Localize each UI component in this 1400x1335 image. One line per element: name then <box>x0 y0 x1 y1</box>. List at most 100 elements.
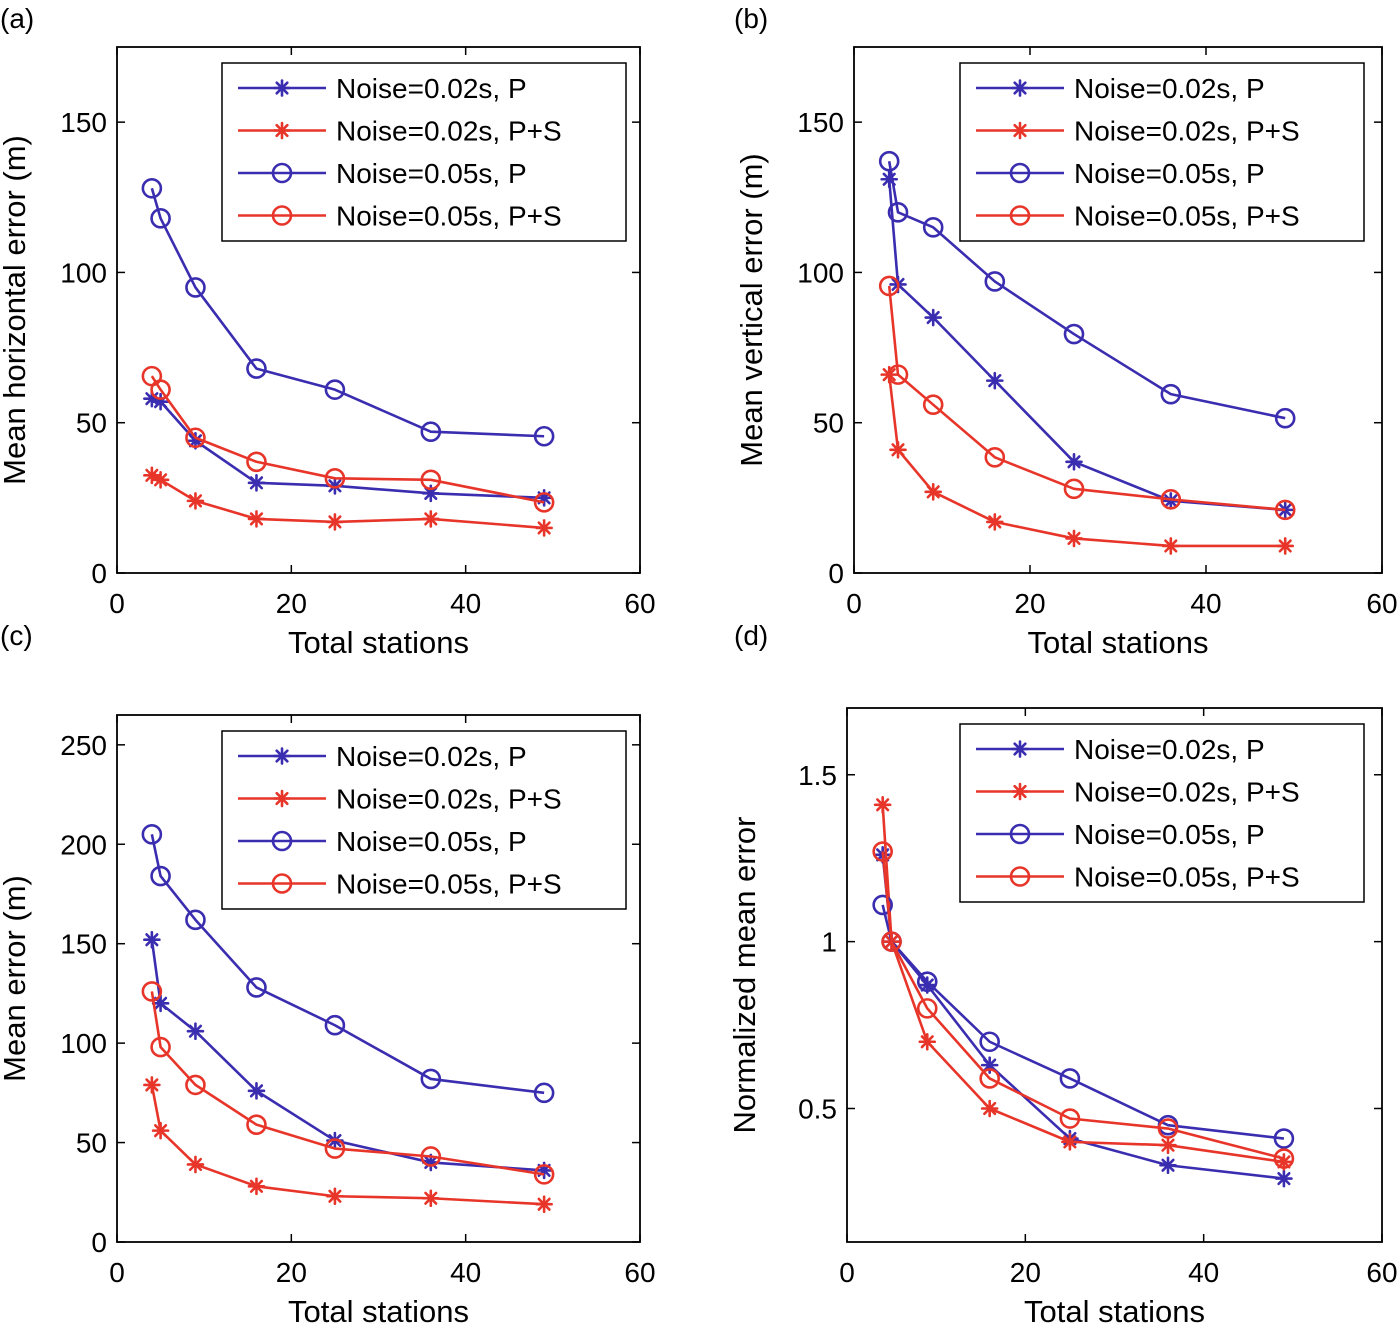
chart-panel: (d) 0 20 40 60 0.5 1 1.5 Total stations Normalize… <box>727 620 1398 1329</box>
data-point <box>141 177 163 199</box>
legend-entry: Noise=0.05s, P <box>238 826 527 857</box>
data-point <box>1273 1128 1295 1149</box>
data-point <box>535 1195 553 1214</box>
panel-label: (c) <box>0 620 33 651</box>
data-point <box>247 1082 266 1100</box>
legend-label: Noise=0.05s, P+S <box>336 869 562 900</box>
data-point <box>421 484 440 503</box>
y-axis-label: Normalized mean error <box>727 817 762 1134</box>
legend-marker <box>271 873 293 894</box>
data-point <box>979 1068 1000 1089</box>
legend-entry: Noise=0.02s, P <box>238 741 527 772</box>
data-point <box>324 468 346 489</box>
data-point <box>1274 407 1296 429</box>
data-point <box>878 275 900 297</box>
chart-panel: (c) 0 20 40 60 0 50 100 150 200 250 Total stations M… <box>0 620 656 1329</box>
y-tick-label: 100 <box>60 1028 107 1059</box>
legend-label: Noise=0.02s, P+S <box>336 116 562 147</box>
panel-label: (d) <box>734 620 768 651</box>
data-point <box>151 994 170 1013</box>
data-point <box>1063 323 1085 345</box>
data-point <box>922 217 944 238</box>
data-point <box>1274 499 1296 521</box>
data-point <box>1065 529 1083 548</box>
series-line <box>150 834 545 1095</box>
data-point <box>985 371 1004 390</box>
legend-label: Noise=0.05s, P+S <box>1074 201 1300 232</box>
legend-entry: Noise=0.05s, P+S <box>238 869 562 900</box>
data-point <box>985 513 1004 531</box>
data-point <box>1157 1118 1179 1139</box>
data-point <box>887 364 909 385</box>
data-point <box>533 425 555 447</box>
x-tick-label: 40 <box>1190 588 1221 619</box>
data-point <box>143 930 161 949</box>
x-tick-label: 0 <box>109 588 125 619</box>
data-point <box>1059 1108 1081 1129</box>
data-point <box>887 202 909 223</box>
legend-marker <box>1009 823 1031 845</box>
data-point <box>324 379 346 400</box>
data-point <box>872 841 893 862</box>
plot-frame <box>846 707 1383 1243</box>
data-point <box>185 277 206 298</box>
plot-frame <box>116 46 641 574</box>
panel-label: (b) <box>734 3 768 34</box>
series-line <box>150 375 545 504</box>
legend-marker <box>271 830 293 852</box>
x-tick-label: 40 <box>450 1257 481 1288</box>
data-point <box>1276 537 1294 555</box>
data-point <box>1273 1148 1295 1169</box>
series-line <box>150 939 545 1172</box>
legend-entry: Noise=0.02s, P+S <box>976 116 1300 147</box>
legend: Noise=0.02s, P Noise=0.02s, P+S Noise=0.05… <box>221 730 627 910</box>
legend-entry: Noise=0.02s, P <box>976 734 1265 765</box>
data-point <box>1275 1169 1293 1188</box>
y-tick-label: 0 <box>91 558 107 589</box>
y-tick-label: 200 <box>60 829 107 860</box>
legend-label: Noise=0.02s, P <box>336 73 527 104</box>
panel-label: (a) <box>0 3 34 34</box>
data-point <box>916 998 938 1019</box>
legend-label: Noise=0.02s, P <box>1074 734 1265 765</box>
series-line <box>881 851 1285 1160</box>
legend-marker <box>1011 79 1029 97</box>
legend-marker <box>271 205 293 226</box>
data-point <box>186 1155 205 1174</box>
legend-label: Noise=0.02s, P+S <box>1074 116 1300 147</box>
data-point <box>324 1138 346 1159</box>
data-point <box>247 1177 266 1196</box>
y-axis-label: Mean error (m) <box>0 875 32 1082</box>
data-point <box>878 150 900 172</box>
legend-label: Noise=0.02s, P+S <box>336 784 562 815</box>
data-point <box>881 931 902 952</box>
legend-entry: Noise=0.05s, P <box>238 158 527 189</box>
legend-entry: Noise=0.02s, P <box>238 73 527 104</box>
y-tick-label: 100 <box>60 257 107 288</box>
data-point <box>151 471 170 489</box>
data-point <box>246 451 267 473</box>
x-axis-label: Total stations <box>1028 625 1209 660</box>
series-line <box>150 187 545 438</box>
y-tick-label: 50 <box>76 1128 107 1159</box>
legend-entry: Noise=0.05s, P <box>976 819 1265 850</box>
x-axis-label: Total stations <box>288 1294 469 1329</box>
plot-frame <box>116 714 641 1243</box>
legend-label: Noise=0.02s, P <box>336 741 527 772</box>
x-tick-label: 40 <box>1188 1257 1219 1288</box>
y-tick-label: 0 <box>91 1227 107 1258</box>
data-point <box>421 510 440 528</box>
data-point <box>533 1082 555 1104</box>
x-tick-label: 60 <box>624 588 655 619</box>
data-point <box>916 971 938 992</box>
legend-entry: Noise=0.05s, P+S <box>976 862 1300 893</box>
legend-marker <box>273 789 291 808</box>
series-line <box>887 160 1286 420</box>
series-line <box>881 904 1285 1140</box>
data-point <box>247 474 266 492</box>
x-tick-label: 0 <box>846 588 862 619</box>
data-point <box>889 440 907 459</box>
data-point <box>420 469 442 491</box>
x-axis-label: Total stations <box>288 625 469 660</box>
legend-label: Noise=0.05s, P+S <box>1074 862 1300 893</box>
